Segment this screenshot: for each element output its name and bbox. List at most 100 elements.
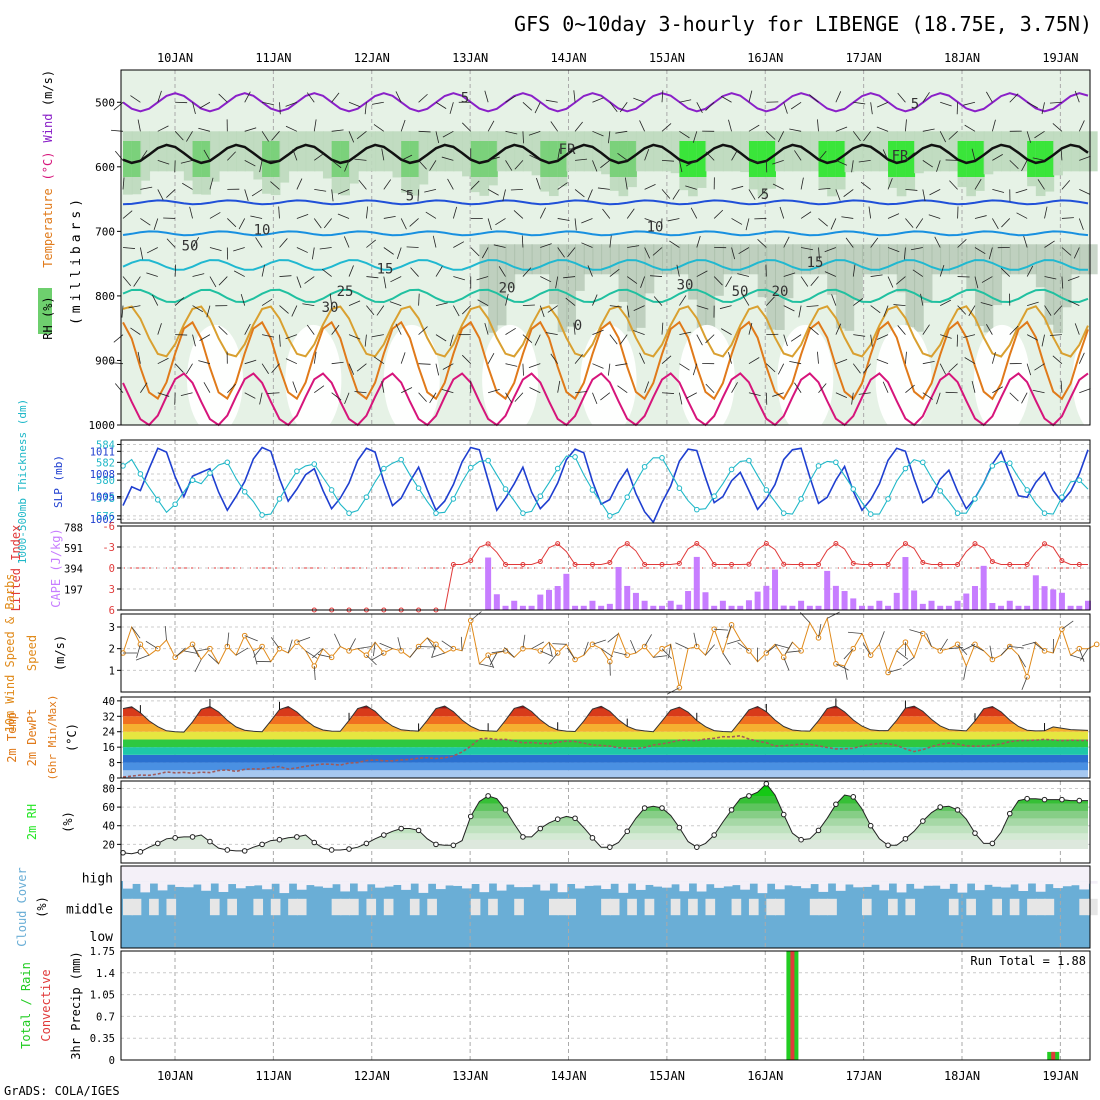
wind-barb [373,356,385,365]
wind-barb [435,266,443,277]
rh-line [122,783,1088,855]
wind10-barb [373,642,376,657]
cloud-high-gap [548,881,559,884]
wind-barb [199,101,211,109]
rh-point [294,834,300,840]
wind-barb [992,154,1003,161]
contour-label: 20 [499,281,516,297]
y-tick-label: 500 [95,96,115,109]
y-tick-label: 600 [95,161,115,174]
cloud-high-gap [740,881,750,890]
cloud-high-gap [366,881,377,885]
wind-barb [725,276,732,288]
wind-barb [968,305,976,317]
wind-barb [331,324,340,335]
wind10-barb [531,641,545,650]
wind10-barb [989,645,993,660]
wind-barb [696,102,703,114]
wind-barb [429,160,437,171]
cloud-high-gap [1044,881,1055,885]
cloud-high-gap [705,881,716,885]
cape-bar [998,605,1005,610]
cloud-high-gap [279,881,290,894]
wind-barb [279,305,289,314]
wind-barb [495,218,506,226]
wind-barb [963,101,976,106]
wind-barb [777,363,785,375]
wind-barb [719,305,732,310]
cloud-high-gap [731,881,742,886]
rh-point [798,836,804,843]
wind-barb [853,101,866,105]
wind10-barb [1021,676,1028,690]
rh-point [154,840,161,847]
wind-barb [550,353,559,364]
wind-barb [713,209,724,219]
thick-tick-label: 580 [96,475,115,487]
wind-barb [705,334,715,344]
cape-tick-label: 0 [109,563,115,575]
rh-shade [1061,244,1072,308]
wind-barb [574,121,583,132]
rh-shade [1053,131,1063,176]
wind-barb [348,300,361,306]
cloud-mid-gap [566,898,577,916]
cape-bar [1067,605,1074,610]
wind-barb [292,381,298,393]
thick-point [415,485,422,491]
wind-barb [557,182,568,190]
wind-barb [957,239,967,248]
rh-shade [948,131,959,172]
wind-barb [505,293,509,306]
rh-shade [296,131,307,172]
wind-barb [851,160,854,173]
cloud-high-gap [844,881,855,885]
rh-point [346,846,352,852]
wind-barb [157,125,169,132]
wind-barb [1044,276,1057,280]
rh-point [659,805,665,811]
rh-shade [166,131,177,172]
wind-barb [783,236,790,248]
rh-shade [1044,244,1055,325]
axis-labels: 10JAN 10JAN 11JAN 11JAN 12JAN 12JAN 13JAN 13JAN… [3,51,1086,1083]
cloud-high-gap [314,881,324,887]
wind-barb [306,92,315,103]
wind-barb [772,392,784,397]
wind-axis-label: 10m Wind Speed & Barbs [3,574,17,733]
wind-barb [1009,160,1019,169]
rh-point [224,847,231,853]
wind-barb [920,293,924,306]
thick-point [954,510,961,516]
contour-label: 30 [322,300,339,316]
rh-shade [1088,131,1098,172]
rh-shade [644,131,655,172]
contour-label: 5 [406,188,414,204]
wind-barb [705,383,715,394]
wind-barb [206,305,211,318]
wind-barb [314,385,325,394]
wind-barb [251,189,263,197]
rh-shade [1079,244,1089,275]
thick-point [763,487,770,493]
wind-barb [851,392,854,405]
cape-bar [719,600,726,610]
cloud-high-gap [540,881,550,891]
rh-shade [931,131,942,172]
wind-barb [798,305,802,318]
temp-axis-label: (6hr Min/Max) [46,694,59,780]
wind-barb [157,392,170,397]
wind-barb [418,130,431,133]
date-label-top: 11JAN [255,51,291,65]
rh-point [467,813,474,820]
rh-shade [844,244,855,331]
wind-barb [157,357,169,365]
wind-barb [435,363,440,376]
wind-barb [261,131,269,142]
wind-barb [227,151,236,161]
wind10-barb [348,638,356,652]
wind-barb [789,360,802,365]
wind-barb [366,305,375,316]
rh-shade [853,131,863,172]
wind-barb [270,181,280,190]
